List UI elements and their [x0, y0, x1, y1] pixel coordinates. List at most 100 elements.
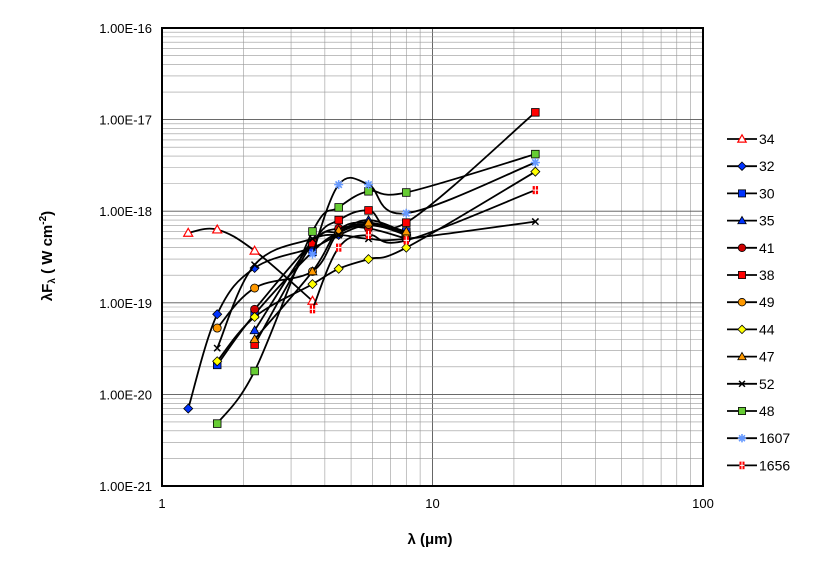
data-point	[737, 161, 747, 171]
legend-label: 49	[759, 294, 775, 310]
series-line	[216, 220, 536, 349]
data-point	[738, 407, 746, 415]
x-tick-label: 1	[158, 496, 165, 511]
data-point	[737, 298, 747, 307]
y-axis-label: λFλ ( W cm-2)	[38, 211, 58, 301]
series-1607	[307, 158, 540, 259]
data-point	[530, 166, 541, 177]
legend-item: 52	[727, 376, 775, 392]
data-point	[307, 279, 318, 290]
data-point	[737, 243, 747, 252]
series-layer	[182, 108, 541, 428]
data-point-detail	[365, 230, 372, 240]
data-point	[402, 188, 411, 197]
legend-label: 30	[759, 185, 775, 201]
data-point	[250, 283, 260, 293]
legend-item: 38	[727, 267, 775, 283]
legend-item: 48	[727, 403, 775, 419]
x-tick-label: 10	[425, 496, 439, 511]
legend-label: 32	[759, 158, 775, 174]
data-point	[334, 180, 344, 190]
legend-label: 44	[759, 321, 775, 337]
data-point	[249, 333, 260, 344]
data-point	[333, 263, 344, 274]
grid	[161, 28, 703, 487]
legend-item: 1656	[727, 457, 790, 473]
series-44	[212, 166, 541, 367]
legend-label: 47	[759, 349, 775, 365]
data-point	[308, 227, 317, 236]
data-point	[249, 245, 261, 255]
x-tick-labels: 1 10 100	[158, 496, 713, 511]
series-line	[253, 111, 536, 346]
data-point	[364, 206, 373, 215]
y-tick-label: 1.00E-17	[99, 113, 152, 128]
data-point	[212, 419, 222, 428]
y-tick-label: 1.00E-18	[99, 204, 152, 219]
legend-label: 34	[759, 131, 775, 147]
legend-item: 1607	[727, 430, 790, 446]
y-tick-label: 1.00E-16	[99, 21, 152, 36]
data-point	[736, 133, 748, 143]
legend-label: 1607	[759, 430, 790, 446]
data-point	[335, 231, 343, 239]
data-point	[333, 224, 344, 234]
y-tick-labels: 1.00E-21 1.00E-20 1.00E-19 1.00E-18 1.00E-17…	[99, 21, 152, 494]
data-point	[307, 249, 317, 259]
series-38	[250, 108, 540, 349]
legend-label: 1656	[759, 457, 790, 473]
data-point	[307, 266, 318, 276]
data-point	[531, 149, 540, 159]
data-point	[531, 108, 540, 117]
data-point	[531, 217, 540, 226]
legend-item: 34	[727, 131, 775, 147]
data-point	[402, 218, 411, 227]
legend-item: 41	[727, 240, 775, 256]
series-line	[311, 189, 536, 310]
data-point	[363, 254, 374, 265]
data-point	[738, 189, 746, 198]
data-point	[737, 215, 747, 225]
data-point	[364, 180, 374, 190]
legend-item: 30	[727, 185, 775, 201]
legend-item: 44	[727, 321, 775, 337]
x-tick-label: 100	[692, 496, 714, 511]
data-point-detail	[532, 186, 539, 195]
legend-label: 48	[759, 403, 775, 419]
data-point	[334, 203, 343, 212]
data-point	[183, 403, 194, 414]
data-point	[401, 208, 411, 218]
data-point	[401, 242, 412, 253]
data-point	[738, 380, 746, 388]
legend-item: 49	[727, 294, 775, 310]
data-point	[401, 226, 412, 236]
data-point	[530, 158, 540, 168]
data-point	[737, 351, 747, 361]
data-point	[249, 325, 260, 335]
data-point	[250, 366, 259, 376]
data-point	[363, 217, 374, 227]
plot-frame	[161, 27, 704, 487]
data-point	[249, 262, 260, 274]
series-1656	[309, 186, 539, 314]
series-line	[216, 170, 536, 362]
data-point	[250, 261, 259, 269]
data-point-detail	[403, 236, 409, 245]
y-tick-label: 1.00E-19	[99, 296, 152, 311]
x-axis-label: λ (μm)	[407, 531, 452, 548]
data-point	[212, 356, 223, 367]
y-tick-label: 1.00E-20	[99, 387, 152, 402]
series-48	[212, 149, 540, 428]
data-point-detail	[335, 243, 342, 252]
y-tick-label: 1.00E-21	[99, 479, 152, 494]
data-point	[334, 215, 343, 225]
legend-label: 38	[759, 267, 775, 283]
legend-label: 52	[759, 376, 775, 392]
data-point	[737, 324, 747, 335]
data-point	[211, 223, 223, 234]
data-point	[182, 227, 194, 237]
legend-label: 35	[759, 213, 775, 229]
data-point	[212, 309, 223, 320]
series-47	[249, 217, 412, 344]
